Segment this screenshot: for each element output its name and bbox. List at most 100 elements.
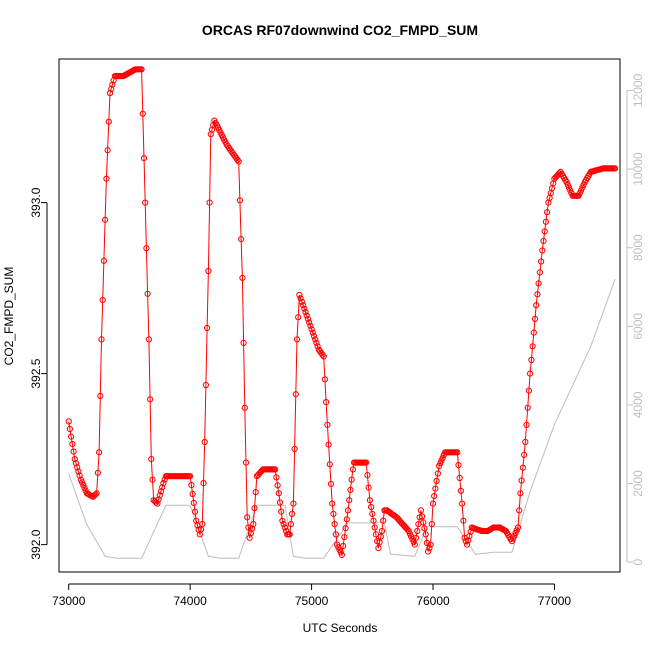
co2-point: [143, 245, 150, 252]
co2-point: [298, 298, 305, 305]
co2-point: [103, 175, 110, 182]
co2-point: [160, 480, 167, 487]
co2-point: [439, 454, 446, 461]
co2-point: [307, 322, 314, 329]
co2-point: [76, 472, 83, 479]
co2-point: [314, 343, 321, 350]
co2-point: [300, 302, 307, 309]
co2-point: [291, 445, 298, 452]
co2-point: [204, 324, 211, 332]
y2-tick-label: 8000: [631, 234, 645, 261]
x-tick-label: 75000: [295, 594, 329, 608]
co2-point: [319, 351, 326, 358]
co2-point: [286, 531, 293, 538]
co2-point: [426, 545, 433, 552]
chart-title: ORCAS RF07downwind CO2_FMPD_SUM: [202, 22, 478, 38]
co2-point: [370, 517, 377, 524]
altitude-series: [68, 278, 616, 559]
co2-point: [371, 524, 378, 531]
y2-tick-label: 6000: [631, 313, 645, 340]
co2-point: [341, 534, 348, 541]
y-tick-label: 392.5: [29, 358, 43, 388]
y2-tick-label: 12000: [631, 73, 645, 107]
co2-point: [340, 542, 347, 550]
co2-point: [290, 500, 297, 507]
co2-point: [429, 500, 437, 507]
co2-point: [147, 396, 154, 403]
co2-point: [365, 484, 372, 491]
co2-point: [326, 461, 333, 468]
co2-point: [293, 336, 301, 343]
co2-point: [306, 319, 313, 326]
co2-point: [544, 209, 551, 216]
co2-point: [242, 459, 250, 466]
co2-point: [272, 466, 279, 473]
co2-point: [109, 81, 116, 88]
co2-point: [199, 521, 206, 528]
co2-point: [375, 545, 382, 552]
co2-point: [301, 305, 308, 312]
co2-point: [412, 534, 420, 541]
co2-point: [460, 517, 467, 524]
co2-point: [251, 505, 258, 512]
co2-point: [292, 391, 299, 398]
co2-point: [331, 521, 338, 528]
co2-point: [94, 469, 102, 476]
co2-point: [98, 336, 105, 343]
co2-point: [523, 421, 530, 428]
co2-point: [234, 156, 241, 163]
co2-point: [236, 197, 243, 204]
co2-point: [612, 165, 619, 172]
x-tick-label: 77000: [538, 594, 572, 608]
co2-point: [75, 468, 82, 475]
x-tick-label: 73000: [52, 594, 86, 608]
co2-point: [145, 336, 152, 343]
co2-point: [80, 482, 87, 489]
co2-point: [431, 493, 438, 500]
co2-point: [563, 179, 570, 186]
co2-point: [206, 199, 213, 206]
co2-point: [529, 343, 536, 350]
plot-box: [58, 58, 621, 573]
co2-point: [324, 421, 331, 428]
co2-point: [74, 464, 81, 471]
co2-point: [102, 216, 109, 223]
co2-point: [364, 472, 371, 479]
co2-point: [366, 497, 373, 504]
co2-point: [140, 155, 148, 162]
co2-point: [463, 541, 471, 548]
co2-point: [518, 477, 525, 484]
co2-point: [244, 514, 251, 521]
co2-point: [542, 218, 550, 225]
co2-point: [296, 291, 303, 299]
co2-point: [105, 118, 112, 125]
co2-series: [65, 66, 619, 559]
co2-point: [144, 290, 151, 297]
co2-point: [533, 302, 540, 309]
co2-point: [70, 448, 77, 455]
co2-point: [421, 525, 428, 532]
co2-point: [235, 158, 242, 165]
co2-point: [369, 510, 376, 518]
co2-point: [530, 329, 537, 336]
co2-point: [72, 460, 80, 467]
co2-point: [280, 521, 287, 528]
co2-point: [343, 516, 350, 523]
co2-point: [273, 474, 280, 481]
co2-point: [425, 548, 432, 555]
co2-point: [289, 510, 296, 518]
co2-point: [432, 485, 439, 492]
co2-point: [330, 510, 337, 518]
co2-point: [97, 392, 104, 399]
co2-point: [108, 85, 115, 93]
co2-point: [372, 531, 379, 538]
co2-point: [187, 473, 194, 480]
co2-point: [238, 236, 245, 243]
co2-point: [576, 190, 584, 197]
co2-point: [93, 490, 100, 497]
co2-point: [241, 404, 248, 411]
co2-point: [310, 332, 318, 340]
co2-point: [332, 531, 339, 538]
co2-point: [420, 519, 427, 526]
